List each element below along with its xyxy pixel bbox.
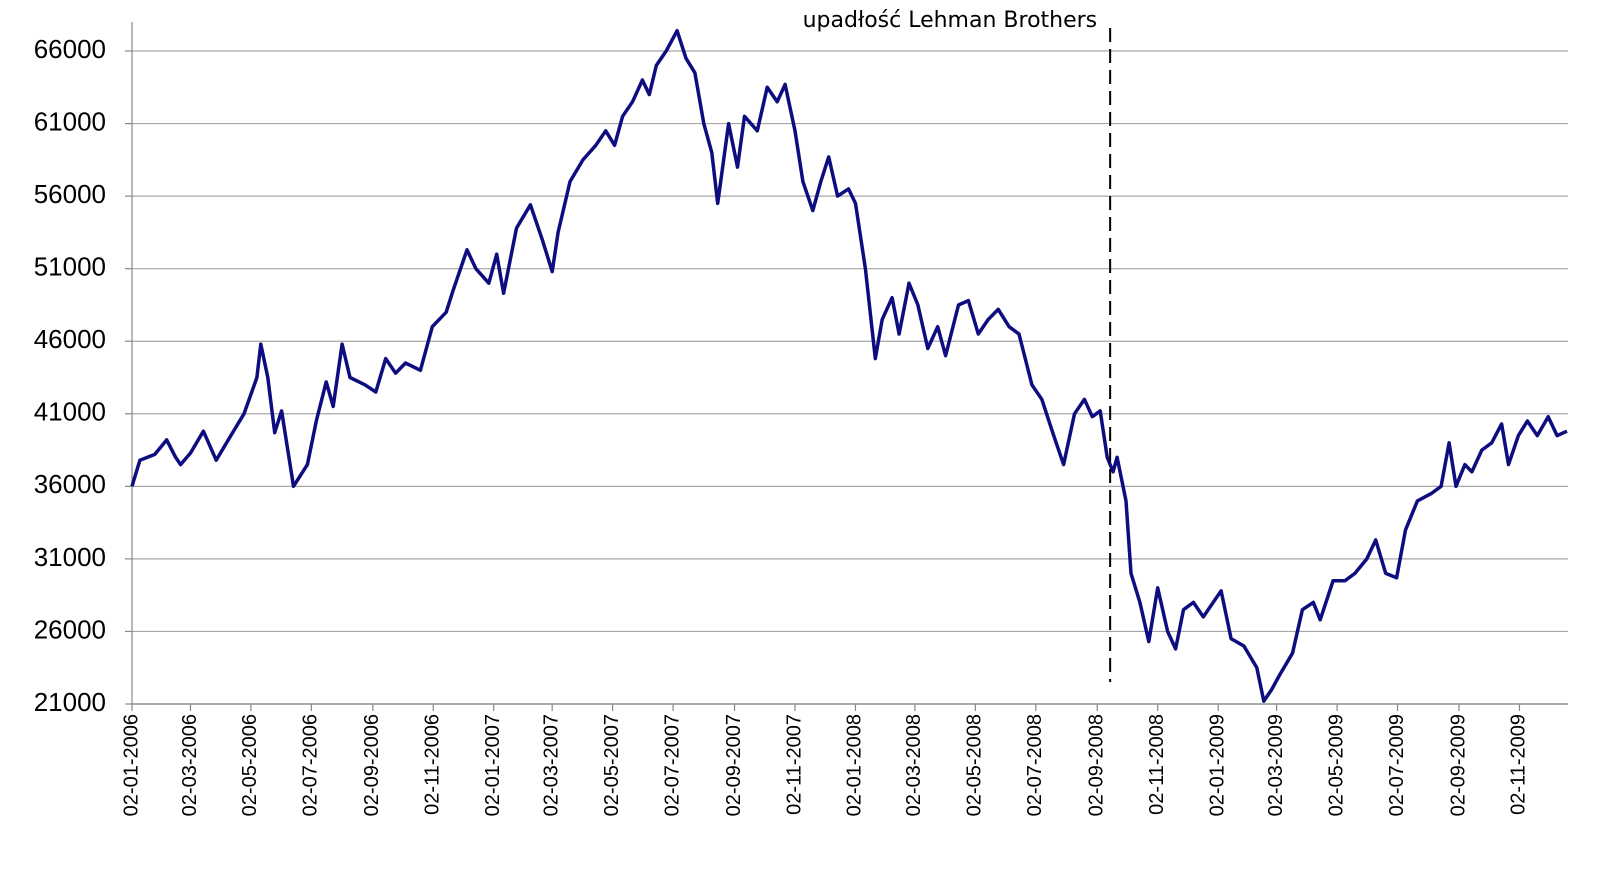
x-tick-label: 02-11-2006: [422, 714, 444, 815]
x-tick-label: 02-05-2007: [601, 714, 623, 816]
x-tick-label: 02-09-2007: [723, 714, 745, 816]
y-tick-label: 21000: [34, 687, 106, 717]
x-tick-label: 02-07-2006: [300, 714, 322, 816]
event-label: upadłość Lehman Brothers: [803, 8, 1098, 33]
x-tick-label: 02-03-2007: [540, 714, 562, 816]
data-line: [130, 28, 1568, 703]
x-tick-label: 02-09-2006: [361, 714, 383, 816]
x-tick-label: 02-11-2008: [1146, 714, 1168, 815]
x-tick-label: 02-05-2008: [964, 714, 986, 816]
y-tick-label: 26000: [34, 614, 106, 644]
y-tick-label: 56000: [34, 179, 106, 209]
x-tick-label: 02-05-2006: [239, 714, 261, 816]
x-tick-label: 02-01-2007: [482, 714, 504, 816]
x-tick-label: 02-05-2009: [1325, 714, 1347, 816]
x-tick-label: 02-07-2009: [1386, 714, 1408, 816]
y-tick-label: 36000: [34, 469, 106, 499]
x-tick-label: 02-11-2009: [1508, 714, 1530, 815]
y-tick-label: 51000: [34, 252, 106, 282]
x-tick-label: 02-09-2008: [1086, 714, 1108, 816]
x-tick-label: 02-03-2009: [1265, 714, 1287, 816]
x-tick-label: 02-01-2008: [844, 714, 866, 816]
x-tick-label: 02-03-2008: [903, 714, 925, 816]
x-tick-label: 02-01-2009: [1206, 714, 1228, 816]
y-tick-label: 46000: [34, 324, 106, 354]
x-tick-label: 02-01-2006: [120, 714, 142, 816]
x-tick-label: 02-03-2006: [179, 714, 201, 816]
y-tick-label: 31000: [34, 542, 106, 572]
x-tick-label: 02-07-2008: [1024, 714, 1046, 816]
x-tick-label: 02-11-2007: [783, 714, 805, 815]
y-tick-label: 41000: [34, 397, 106, 427]
x-tick-label: 02-07-2007: [661, 714, 683, 816]
y-tick-label: 61000: [34, 106, 106, 136]
x-tick-label: 02-09-2009: [1447, 714, 1469, 816]
y-tick-label: 66000: [34, 34, 106, 64]
